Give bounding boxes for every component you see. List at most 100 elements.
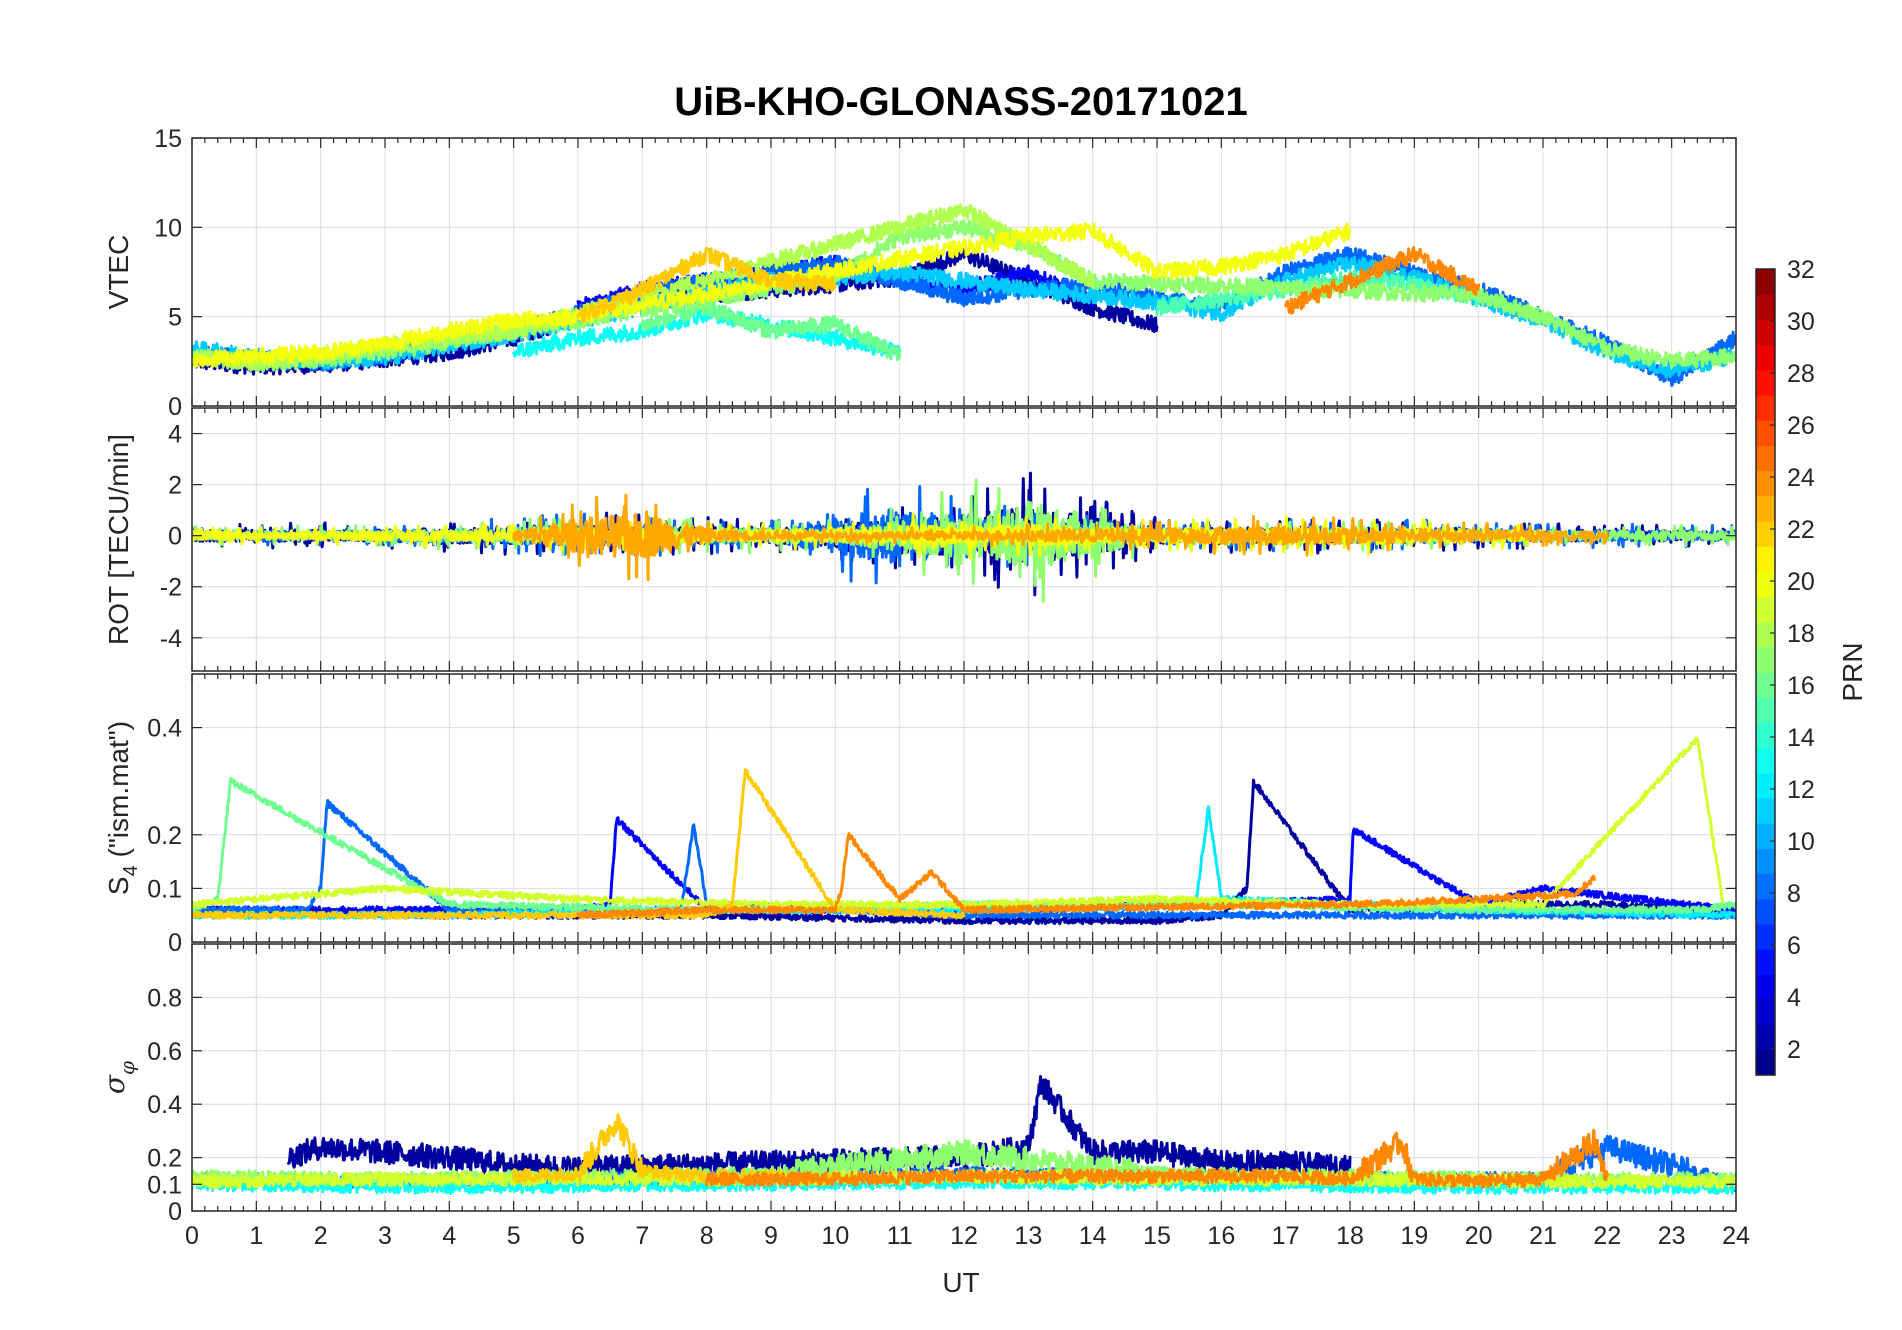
colorbar-swatch <box>1756 873 1775 900</box>
x-tick-label: 13 <box>1014 1222 1042 1250</box>
y-tick-label: 0.1 <box>147 875 182 903</box>
y-tick-label: 0.2 <box>147 1145 182 1173</box>
colorbar-frame <box>1755 268 1776 1076</box>
colorbar-tick-label: 8 <box>1787 880 1801 908</box>
colorbar-tick-label: 2 <box>1787 1036 1801 1064</box>
x-tick-label: 4 <box>442 1222 456 1250</box>
x-tick-label: 10 <box>821 1222 849 1250</box>
colorbar-swatch <box>1756 369 1775 396</box>
colorbar-swatch <box>1756 697 1775 723</box>
y-tick-label: 0.1 <box>147 1171 182 1199</box>
colorbar-swatch <box>1756 520 1775 547</box>
x-tick-label: 0 <box>185 1222 199 1250</box>
y-tick-label: 0 <box>168 393 182 421</box>
x-tick-label: 5 <box>507 1222 521 1250</box>
colorbar-swatch <box>1756 344 1775 371</box>
colorbar-tick-label: 10 <box>1787 828 1815 856</box>
series-group-sigma <box>192 1075 1736 1196</box>
colorbar-swatch <box>1756 495 1775 522</box>
colorbar-swatch <box>1756 420 1775 446</box>
colorbar-swatch <box>1756 722 1775 749</box>
colorbar-swatch <box>1756 319 1775 346</box>
x-ticks-s4 <box>191 674 1737 942</box>
colorbar-tick-label: 12 <box>1787 776 1815 804</box>
colorbar-swatch <box>1756 772 1775 799</box>
colorbar-tick-label: 28 <box>1787 360 1815 388</box>
x-tick-label: 15 <box>1143 1222 1171 1250</box>
y-tick-label: 4 <box>168 421 182 449</box>
colorbar-tick-label: 6 <box>1787 932 1801 960</box>
y-tick-label: 0.6 <box>147 1038 182 1066</box>
colorbar-swatch <box>1756 596 1775 623</box>
colorbar-label: PRN <box>1837 642 1868 701</box>
colorbar-swatch <box>1756 923 1775 950</box>
colorbar-swatch <box>1756 445 1775 472</box>
panel-s4: 0 0.1 0.2 0.4S4 ("ism.mat") <box>103 673 1737 957</box>
colorbar-tick-label: 30 <box>1787 308 1815 336</box>
x-tick-label: 1 <box>249 1222 263 1250</box>
x-tick-label: 18 <box>1336 1222 1364 1250</box>
colorbar-swatch <box>1756 999 1775 1026</box>
y-tick-label: 10 <box>154 214 182 242</box>
series-group-vtec <box>192 203 1736 387</box>
colorbar-tick-label: 26 <box>1787 412 1815 440</box>
x-tick-label: 8 <box>700 1222 714 1250</box>
y-tick-label: 0.4 <box>147 715 182 743</box>
chart-title: UiB-KHO-GLONASS-20171021 <box>674 80 1248 124</box>
x-tick-label: 17 <box>1272 1222 1300 1250</box>
y-axis-label-rot: ROT [TECU/min] <box>103 434 134 645</box>
y-tick-label: -2 <box>160 574 182 602</box>
y-tick-label: -4 <box>160 625 182 653</box>
colorbar-swatch <box>1756 848 1775 875</box>
x-tick-label: 16 <box>1207 1222 1235 1250</box>
y-tick-label: 5 <box>168 304 182 332</box>
y-axis-label-vtec: VTEC <box>103 235 134 310</box>
y-tick-label: 0.8 <box>147 984 182 1012</box>
y-tick-label: 15 <box>154 125 182 153</box>
x-tick-label: 19 <box>1400 1222 1428 1250</box>
colorbar-swatch <box>1756 646 1775 673</box>
colorbar-tick-label: 22 <box>1787 516 1815 544</box>
y-tick-label: 0.2 <box>147 822 182 850</box>
colorbar-swatch <box>1756 394 1775 421</box>
y-tick-label: 0 <box>168 523 182 551</box>
panel-rot: -4 -2 0 2 4 ROT [TECU/min] <box>103 407 1737 672</box>
x-ticks-rot <box>191 408 1737 671</box>
colorbar-tick-label: 24 <box>1787 464 1815 492</box>
y-tick-label: 0 <box>168 1198 182 1226</box>
x-tick-label: 3 <box>378 1222 392 1250</box>
series-line-prn-13 <box>512 305 902 358</box>
colorbar-swatch <box>1756 1024 1775 1051</box>
y-ticks-rot: -4 -2 0 2 4 <box>160 421 1736 653</box>
series-line-prn-24 <box>1284 246 1481 315</box>
x-tick-label: 24 <box>1722 1222 1750 1250</box>
x-axis-label: UT <box>942 1267 979 1298</box>
x-tick-labels: 0 1 2 3 4 5 6 7 8 9 10 11 12 13 14 15 16 17 18 19 20 21 22 23 24 <box>185 1222 1750 1250</box>
x-tick-label: 9 <box>764 1222 778 1250</box>
y-tick-label: 2 <box>168 472 182 500</box>
x-tick-label: 12 <box>950 1222 978 1250</box>
colorbar-swatch <box>1756 269 1775 295</box>
colorbar-swatch <box>1756 294 1775 320</box>
colorbar-swatch <box>1756 823 1775 849</box>
x-tick-label: 2 <box>314 1222 328 1250</box>
series-line-prn-24 <box>576 832 1596 920</box>
y-axis-label-s4: S4 ("ism.mat") <box>103 721 142 895</box>
colorbar-tick-label: 18 <box>1787 620 1815 648</box>
panel-vtec: 0 5 10 15 VTEC <box>103 125 1737 421</box>
colorbar-swatch <box>1756 546 1775 572</box>
x-tick-label: 14 <box>1079 1222 1107 1250</box>
colorbar-tick-label: 14 <box>1787 724 1815 752</box>
y-axis-label-sigma: σφ <box>98 1061 139 1094</box>
colorbar-tick-label: 16 <box>1787 672 1815 700</box>
x-tick-label: 21 <box>1529 1222 1557 1250</box>
colorbar-swatch <box>1756 571 1775 598</box>
x-tick-label: 7 <box>635 1222 649 1250</box>
x-tick-label: 22 <box>1593 1222 1621 1250</box>
colorbar-swatch <box>1756 898 1775 925</box>
series-line-prn-16 <box>640 298 902 362</box>
colorbar-swatch <box>1756 672 1775 698</box>
colorbar-tick-label: 20 <box>1787 568 1815 596</box>
